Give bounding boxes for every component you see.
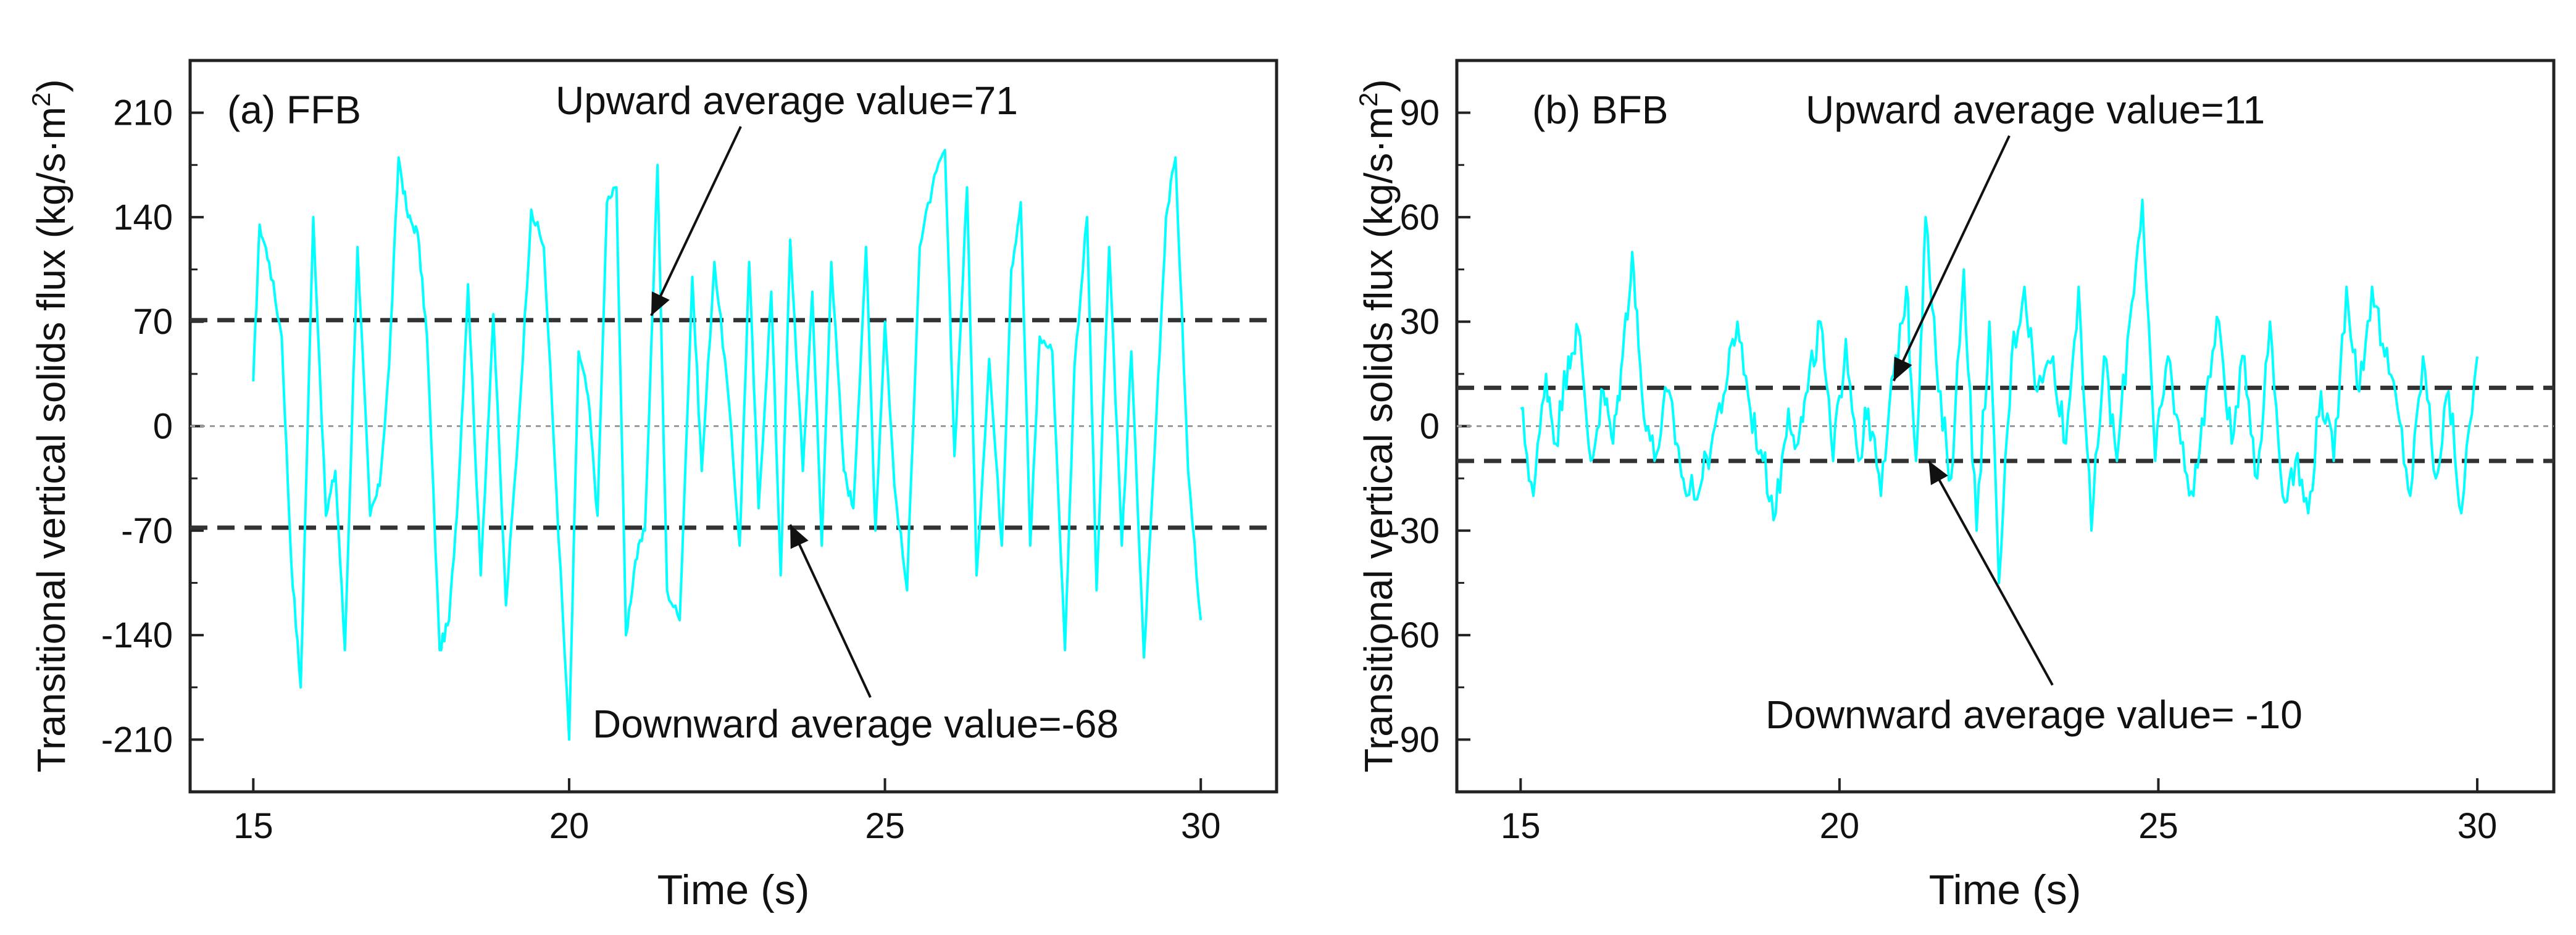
panel-a-x-axis-label: Time (s) <box>657 866 810 913</box>
panel-b-series-line <box>1520 198 2478 584</box>
panel-b-downward-annotation: Downward average value= -10 <box>1765 692 2303 737</box>
panel-b-y-tick-label: 0 <box>1420 407 1440 447</box>
panel-a-ffb: (a) FFB 15 20 25 30 210 140 70 0 -70 -140 -210 Upw… <box>27 59 1278 913</box>
panel-b-y-tick-label: 60 <box>1399 197 1440 238</box>
panel-a-x-tick-label: 25 <box>865 806 905 846</box>
panel-a-x-tick-label: 20 <box>549 806 590 846</box>
panel-a-y-tick-label: 210 <box>113 93 173 133</box>
panel-b-bfb: (b) BFB 15 20 25 30 90 60 30 0 -30 -60 -90 Upward … <box>1354 59 2556 913</box>
panel-b-x-tick-label: 15 <box>1501 806 1541 846</box>
panel-a-downward-arrow <box>789 524 872 698</box>
panel-b-y-tick-label: -90 <box>1388 720 1440 760</box>
panel-b-y-tick-label: -60 <box>1388 615 1440 655</box>
panel-b-upward-arrow <box>1892 135 2011 381</box>
panel-a-y-tick-label: -140 <box>101 615 173 655</box>
panel-a-upward-annotation: Upward average value=71 <box>556 78 1018 123</box>
panel-a-downward-annotation: Downward average value=-68 <box>593 702 1119 746</box>
panel-b-ticks: 15 20 25 30 90 60 30 0 -30 -60 -90 <box>1388 93 2497 846</box>
panel-a-ticks: 15 20 25 30 210 140 70 0 -70 -140 -210 <box>101 93 1221 846</box>
panel-a-upward-arrow <box>650 126 742 317</box>
panel-b-x-tick-label: 25 <box>2138 806 2178 846</box>
panel-b-x-tick-label: 20 <box>1820 806 1860 846</box>
panel-b-downward-arrow <box>1927 460 2054 686</box>
panel-a-series-line <box>252 149 1203 741</box>
panel-b-y-tick-label: -30 <box>1388 511 1440 551</box>
panel-b-y-tick-label: 30 <box>1399 302 1440 342</box>
panel-b-y-axis-label: Transitional vertical solids flux (kg/s·… <box>1354 79 1401 772</box>
panel-b-x-axis-label: Time (s) <box>1929 866 2082 913</box>
panel-b-x-tick-label: 30 <box>2457 806 2498 846</box>
panel-b-y-tick-label: 90 <box>1399 93 1440 133</box>
panel-b-upward-annotation: Upward average value=11 <box>1806 88 2265 132</box>
panel-a-y-tick-label: -210 <box>101 720 173 760</box>
panel-a-y-tick-label: 0 <box>153 407 173 447</box>
panel-a-y-tick-label: 70 <box>133 302 173 342</box>
panel-b-title: (b) BFB <box>1532 88 1668 132</box>
panel-a-title: (a) FFB <box>227 88 361 132</box>
panel-a-y-tick-label: 140 <box>113 197 173 238</box>
panel-a-y-axis-label: Transitional vertical solids flux (kg/s·… <box>27 79 73 772</box>
panel-a-x-tick-label: 30 <box>1181 806 1221 846</box>
panel-a-y-tick-label: -70 <box>121 511 173 551</box>
panel-a-x-tick-label: 15 <box>233 806 273 846</box>
